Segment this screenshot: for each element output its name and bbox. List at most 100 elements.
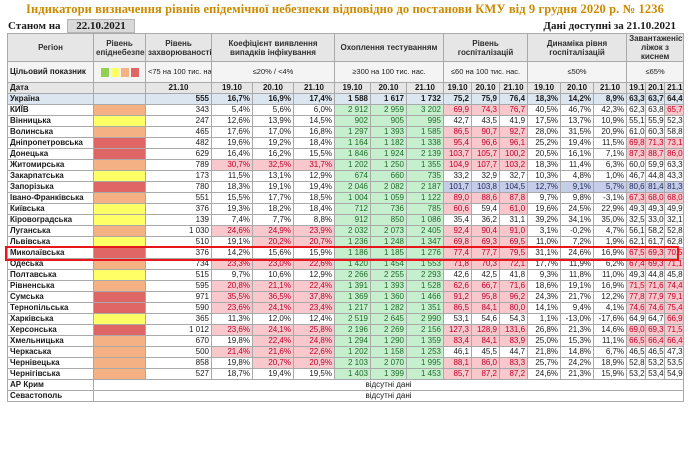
swatch-red: [130, 67, 139, 77]
oxygen-value: 56,1%: [626, 225, 647, 237]
region-name: Хмельницька: [7, 335, 94, 347]
table-body: Україна 555 16,7% 16,9% 17,4% 1 588 1 617 1 732…: [7, 93, 685, 402]
detection-value: 12,6%: [211, 115, 253, 127]
oxygen-value: 61,0%: [626, 126, 647, 138]
detection-value: 16,9%: [252, 93, 294, 105]
region-name: Рівненська: [7, 280, 94, 292]
dyn-value: -0,2%: [560, 225, 595, 237]
detection-value: 6,0%: [293, 104, 335, 116]
hosp-value: 71,8: [443, 258, 473, 270]
testing-value: 2 266: [334, 269, 371, 281]
table-row: Закарпатська 173 11,5% 13,1% 12,9% 674 660 735 3…: [7, 170, 685, 182]
oxygen-value: 64,4%: [664, 93, 685, 105]
testing-value: 905: [370, 115, 407, 127]
testing-value: 2 046: [334, 181, 371, 193]
hosp-value: 69,9: [443, 104, 473, 116]
oxygen-value: 46,5%: [626, 346, 647, 358]
detection-value: 15,5%: [293, 148, 335, 160]
testing-value: 1 420: [334, 258, 371, 270]
testing-value: 1 528: [405, 280, 445, 292]
testing-value: 2 519: [334, 313, 371, 325]
hosp-value: 127,3: [443, 324, 473, 336]
detection-value: 5,6%: [252, 104, 294, 116]
detection-value: 20,7%: [252, 357, 294, 369]
dyn-value: 6,2%: [593, 258, 628, 270]
testing-value: 2 187: [405, 181, 445, 193]
dyn-value: 26,8%: [527, 324, 562, 336]
detection-value: 7,7%: [252, 214, 294, 226]
oxygen-value: 44,8%: [645, 269, 666, 281]
oxygen-value: 88,7%: [645, 148, 666, 160]
date-cell: 21.10: [664, 82, 685, 94]
oxygen-value: 81,4%: [645, 181, 666, 193]
testing-value: 1 202: [334, 159, 371, 171]
testing-value: 1 359: [405, 335, 445, 347]
oxygen-value: 49,3%: [626, 269, 647, 281]
dyn-value: 19,6%: [527, 203, 562, 215]
table-row: Волинська 465 17,6% 17,0% 16,8% 1 297 1 393 1 5…: [7, 126, 685, 138]
oxygen-value: 52,8%: [626, 357, 647, 369]
table-row: Дніпропетровська 482 19,6% 19,2% 18,4% 1 164 1…: [7, 137, 685, 149]
testing-value: 2 645: [370, 313, 407, 325]
testing-value: 2 269: [370, 324, 407, 336]
detection-value: 17,6%: [211, 126, 253, 138]
oxygen-value: 86,0%: [664, 148, 685, 160]
hosp-value: 96,1: [499, 137, 529, 149]
hosp-value: 46,1: [443, 346, 473, 358]
hosp-value: 88,1: [443, 357, 473, 369]
hosp-value: 60,6: [443, 203, 473, 215]
testing-value: 902: [334, 115, 371, 127]
hosp-value: 72,1: [499, 258, 529, 270]
region-name: Харківська: [7, 313, 94, 325]
detection-value: 18,7%: [211, 368, 253, 380]
testing-value: 674: [334, 170, 371, 182]
hosp-value: 91,2: [443, 291, 473, 303]
dyn-value: 9,8%: [560, 192, 595, 204]
table-row: Чернівецька 858 19,8% 20,7% 20,9% 2 103 2 070 1…: [7, 357, 685, 369]
incidence-value: 343: [145, 104, 212, 116]
oxygen-value: 68,0%: [645, 192, 666, 204]
hosp-value: 84,1: [471, 302, 501, 314]
detection-value: 18,4%: [293, 137, 335, 149]
hosp-value: 62,6: [443, 280, 473, 292]
hosp-value: 32,7: [499, 170, 529, 182]
region-name: Чернігівська: [7, 368, 94, 380]
detection-value: 20,8%: [211, 280, 253, 292]
hosp-value: 41,9: [499, 115, 529, 127]
oxygen-value: 80,6%: [626, 181, 647, 193]
region-name: Україна: [7, 93, 94, 105]
hosp-value: 92,4: [443, 225, 473, 237]
testing-value: 1 588: [334, 93, 371, 105]
oxygen-value: 67,5%: [626, 247, 647, 259]
testing-value: 2 156: [405, 324, 445, 336]
hosp-value: 54,6: [471, 313, 501, 325]
dyn-value: 21,7%: [560, 291, 595, 303]
date-row: Дата 21.10 19.10 20.10 21.10 19.10 20.10…: [7, 82, 685, 94]
detection-value: 11,5%: [211, 170, 253, 182]
testing-value: 1 158: [370, 346, 407, 358]
dyn-value: 11,9%: [560, 258, 595, 270]
dyn-value: 35,0%: [593, 214, 628, 226]
hosp-value: 75,2: [443, 93, 473, 105]
table-row: Севастополь відсутні дані: [7, 390, 685, 402]
testing-value: 785: [405, 203, 445, 215]
detection-value: 35,5%: [211, 291, 253, 303]
region-name: Тернопільська: [7, 302, 94, 314]
hosp-value: 42,6: [443, 269, 473, 281]
hosp-value: 80,0: [499, 302, 529, 314]
oxygen-value: 81,3%: [664, 181, 685, 193]
dyn-value: 46,7%: [560, 104, 595, 116]
oxygen-value: 55,1%: [626, 115, 647, 127]
table-row: Рівненська 595 20,8% 21,1% 22,4% 1 391 1 393 1 …: [7, 280, 685, 292]
target-oxygen: ≤65%: [626, 61, 685, 83]
region-name: Вінницька: [7, 115, 94, 127]
dyn-value: 25,0%: [527, 335, 562, 347]
incidence-value: 173: [145, 170, 212, 182]
date-cell: 20.10: [471, 82, 501, 94]
testing-value: 1 355: [405, 159, 445, 171]
swatch-orange: [120, 67, 129, 77]
incidence-value: 527: [145, 368, 212, 380]
oxygen-value: 60,0%: [626, 159, 647, 171]
dyn-value: 34,1%: [560, 214, 595, 226]
oxygen-value: 33,0%: [645, 214, 666, 226]
